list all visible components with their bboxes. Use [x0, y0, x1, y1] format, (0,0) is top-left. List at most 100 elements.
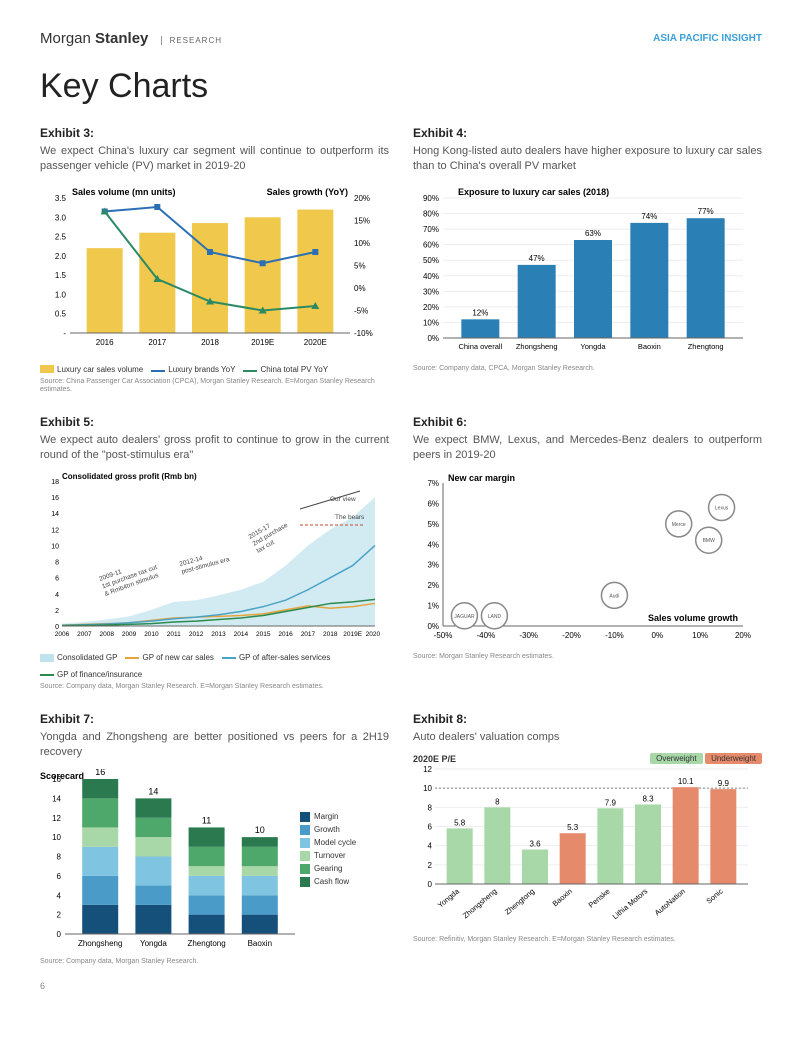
svg-text:China overall: China overall	[458, 342, 502, 351]
svg-text:Yongda: Yongda	[580, 342, 606, 351]
svg-text:BMW: BMW	[703, 539, 716, 545]
exhibit-label: Exhibit 5:	[40, 415, 389, 429]
svg-text:3.6: 3.6	[529, 840, 541, 849]
chart-ex7: Scorecard024681012141616Zhongsheng14Yong…	[40, 769, 300, 954]
svg-text:3.0: 3.0	[55, 213, 67, 222]
svg-text:2013: 2013	[211, 631, 226, 638]
svg-text:-40%: -40%	[477, 631, 496, 640]
chart-ex8: 0246810125.8Yongda8Zhongsheng3.6Zhengton…	[413, 764, 753, 929]
svg-text:10%: 10%	[692, 631, 708, 640]
svg-text:20%: 20%	[354, 194, 370, 203]
svg-text:2012: 2012	[189, 631, 204, 638]
research-label: RESEARCH	[161, 36, 222, 45]
legend-ex5: Consolidated GP GP of new car sales GP o…	[40, 653, 389, 679]
exhibit-label: Exhibit 7:	[40, 712, 389, 726]
page-header: Morgan Stanley RESEARCH ASIA PACIFIC INS…	[40, 30, 762, 47]
svg-text:1.5: 1.5	[55, 271, 67, 280]
exhibit-subtitle: Auto dealers' valuation comps	[413, 730, 762, 745]
svg-text:-30%: -30%	[519, 631, 538, 640]
svg-text:7.9: 7.9	[605, 798, 617, 807]
svg-text:8.3: 8.3	[642, 795, 654, 804]
svg-text:0: 0	[55, 624, 59, 631]
svg-text:Consolidated gross profit (Rmb: Consolidated gross profit (Rmb bn)	[62, 472, 197, 481]
svg-text:2.0: 2.0	[55, 252, 67, 261]
svg-text:9.9: 9.9	[718, 779, 730, 788]
svg-text:New car margin: New car margin	[448, 473, 515, 483]
legend-label: China total PV YoY	[260, 365, 328, 374]
svg-text:2017: 2017	[148, 338, 166, 347]
svg-text:2017: 2017	[301, 631, 316, 638]
source-note: Source: Refinitiv, Morgan Stanley Resear…	[413, 936, 762, 944]
exhibit-subtitle: We expect auto dealers' gross profit to …	[40, 433, 389, 464]
svg-text:Baoxin: Baoxin	[638, 342, 661, 351]
svg-text:Baoxin: Baoxin	[551, 887, 574, 909]
svg-text:Zhengtong: Zhengtong	[187, 939, 225, 948]
svg-text:80%: 80%	[423, 209, 439, 218]
legend-label: GP of new car sales	[142, 653, 213, 662]
exhibit-subtitle: We expect China's luxury car segment wil…	[40, 144, 389, 175]
axis-title: 2020E P/E	[413, 754, 456, 764]
svg-text:47%: 47%	[529, 254, 545, 263]
svg-text:14: 14	[52, 794, 61, 803]
page-number: 6	[40, 981, 762, 991]
svg-text:Sales volume growth: Sales volume growth	[648, 613, 738, 623]
svg-text:7%: 7%	[427, 479, 439, 488]
svg-text:77%: 77%	[698, 207, 714, 216]
svg-text:2: 2	[55, 608, 59, 615]
svg-text:4: 4	[57, 891, 62, 900]
legend-item: Gearing	[300, 864, 356, 874]
svg-text:Exposure to luxury car sales (: Exposure to luxury car sales (2018)	[458, 187, 609, 197]
svg-text:2011: 2011	[167, 631, 181, 638]
svg-text:12: 12	[52, 813, 61, 822]
svg-text:2009: 2009	[122, 631, 137, 638]
legend-label: Luxury brands YoY	[168, 365, 235, 374]
svg-text:Zhongsheng: Zhongsheng	[516, 342, 558, 351]
exhibit-subtitle: Hong Kong-listed auto dealers have highe…	[413, 144, 762, 175]
chart-ex4: Exposure to luxury car sales (2018)0%10%…	[413, 183, 753, 358]
svg-text:8: 8	[55, 560, 59, 567]
svg-text:-10%: -10%	[605, 631, 624, 640]
svg-text:40%: 40%	[423, 272, 439, 281]
svg-text:Zhongsheng: Zhongsheng	[461, 887, 499, 921]
svg-text:Audi: Audi	[609, 594, 619, 600]
svg-text:-5%: -5%	[354, 306, 368, 315]
svg-text:16: 16	[52, 775, 61, 784]
exhibit-3: Exhibit 3: We expect China's luxury car …	[40, 126, 389, 395]
svg-text:50%: 50%	[423, 256, 439, 265]
svg-text:0%: 0%	[427, 622, 439, 631]
svg-text:Our view: Our view	[330, 496, 356, 503]
svg-text:15%: 15%	[354, 216, 370, 225]
legend-item: Growth	[300, 825, 356, 835]
svg-text:10: 10	[255, 825, 265, 835]
badge-overweight: Overweight	[650, 753, 702, 764]
source-note: Source: China Passenger Car Association …	[40, 378, 389, 395]
svg-text:Baoxin: Baoxin	[248, 939, 272, 948]
svg-text:0.5: 0.5	[55, 309, 67, 318]
legend-item: Margin	[300, 812, 356, 822]
svg-text:18: 18	[51, 479, 59, 486]
svg-text:2: 2	[57, 910, 62, 919]
svg-text:6: 6	[428, 823, 433, 832]
page-title: Key Charts	[40, 67, 762, 106]
svg-text:0%: 0%	[652, 631, 664, 640]
svg-text:The bears: The bears	[335, 514, 365, 521]
svg-text:12%: 12%	[472, 308, 488, 317]
chart-ex3: Sales volume (mn units)Sales growth (YoY…	[40, 183, 380, 358]
svg-text:2015: 2015	[256, 631, 271, 638]
svg-text:2%: 2%	[427, 581, 439, 590]
source-note: Source: Morgan Stanley Research estimate…	[413, 653, 762, 661]
exhibit-7: Exhibit 7: Yongda and Zhongsheng are bet…	[40, 712, 389, 966]
svg-text:3%: 3%	[427, 561, 439, 570]
svg-text:4%: 4%	[427, 541, 439, 550]
svg-text:-10%: -10%	[354, 329, 373, 338]
legend-item: Turnover	[300, 851, 356, 861]
svg-text:Yongda: Yongda	[140, 939, 167, 948]
chart-ex6: New car marginSales volume growth0%1%2%3…	[413, 471, 753, 646]
svg-text:Zhongsheng: Zhongsheng	[78, 939, 122, 948]
svg-text:16: 16	[51, 495, 59, 502]
svg-text:0: 0	[428, 880, 433, 889]
svg-text:14: 14	[148, 786, 158, 796]
exhibit-label: Exhibit 8:	[413, 712, 762, 726]
legend-label: Consolidated GP	[57, 653, 117, 662]
svg-text:Lithia Motors: Lithia Motors	[611, 887, 650, 922]
